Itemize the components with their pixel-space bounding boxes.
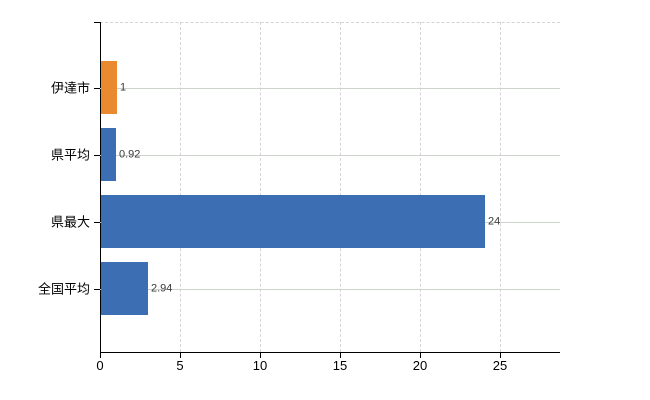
category-label: 県平均	[50, 147, 90, 163]
category-label: 伊達市	[50, 80, 90, 96]
x-axis-tick-mark	[180, 352, 181, 358]
y-axis-tick-mark	[94, 222, 100, 223]
bar	[101, 195, 485, 248]
gridline-vertical	[340, 22, 341, 352]
bar-value-label: 0.92	[119, 148, 141, 161]
bar	[101, 61, 117, 114]
y-axis-tick-mark	[94, 289, 100, 290]
x-axis-tick-mark	[100, 352, 101, 358]
x-axis-line	[100, 352, 560, 353]
gridline-horizontal	[100, 88, 560, 89]
plot-top-border	[100, 22, 560, 23]
x-tick-label: 10	[252, 358, 268, 373]
x-axis-tick-mark	[260, 352, 261, 358]
y-axis-top-tick-mark	[94, 22, 100, 23]
gridline-vertical	[180, 22, 181, 352]
category-label: 県最大	[50, 214, 90, 230]
bar-value-label: 2.94	[151, 282, 173, 295]
x-tick-label: 20	[412, 358, 428, 373]
x-axis-tick-mark	[420, 352, 421, 358]
x-axis-tick-mark	[500, 352, 501, 358]
gridline-horizontal	[100, 155, 560, 156]
x-tick-label: 15	[332, 358, 348, 373]
x-tick-label: 25	[492, 358, 508, 373]
y-axis-tick-mark	[94, 155, 100, 156]
bar	[101, 128, 116, 181]
gridline-vertical	[260, 22, 261, 352]
x-tick-label: 0	[96, 358, 104, 373]
y-axis-line	[100, 22, 101, 352]
x-tick-label: 5	[176, 358, 184, 373]
x-axis-tick-mark	[340, 352, 341, 358]
category-label: 全国平均	[37, 281, 90, 297]
gridline-vertical	[500, 22, 501, 352]
y-axis-tick-mark	[94, 88, 100, 89]
gridline-vertical	[420, 22, 421, 352]
bar-value-label: 1	[120, 81, 127, 94]
bar	[101, 262, 148, 315]
gridline-horizontal	[100, 289, 560, 290]
bar-value-label: 24	[488, 215, 501, 228]
